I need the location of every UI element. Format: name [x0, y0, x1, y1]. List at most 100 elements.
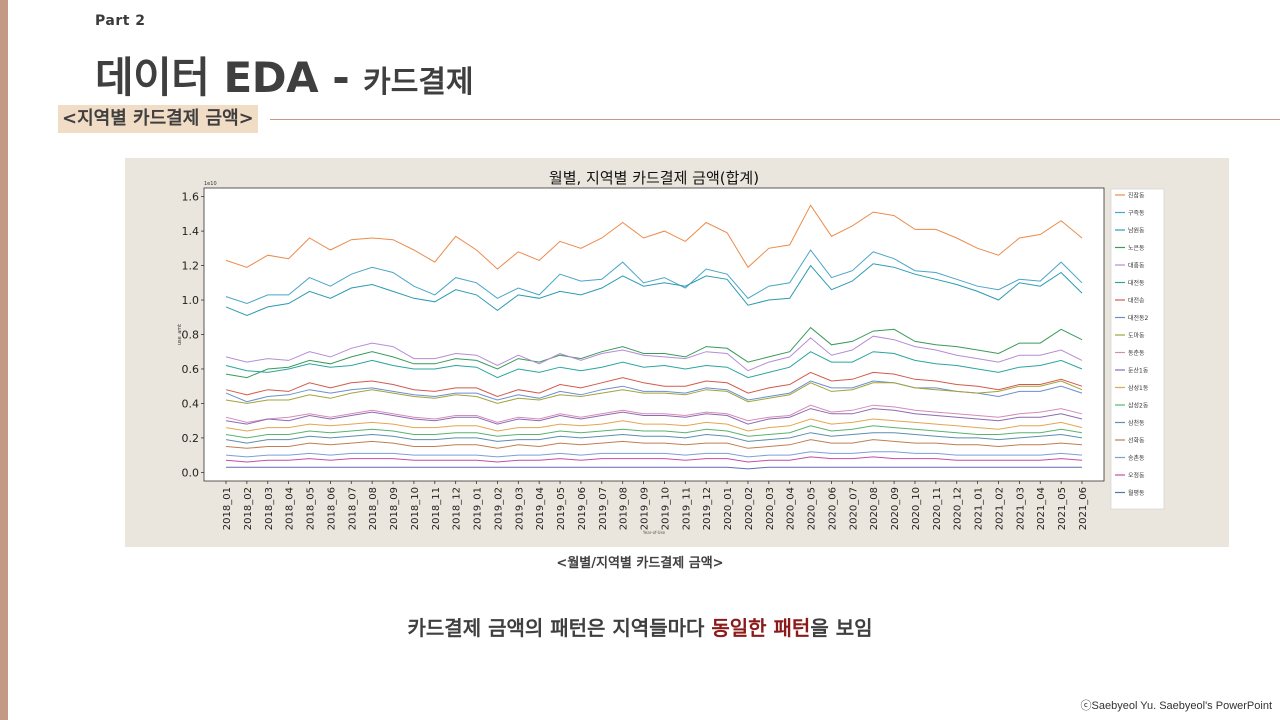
legend-entry: 대흥동 — [1128, 262, 1145, 270]
line-chart: 월별, 지역별 카드결제 금액(합계) 1e10 0.0 0.2 0.4 0.6 0.8 1.… — [177, 169, 1165, 535]
x-tick-label: 2018_03 — [264, 487, 275, 530]
x-tick-label: 2018_11 — [431, 487, 442, 530]
summary-statement: 카드결제 금액의 패턴은 지역들마다 동일한 패턴을 보임 — [0, 612, 1280, 641]
y-tick-label: 0.0 — [182, 466, 200, 479]
series-line — [225, 404, 1083, 423]
legend-entry: 오정동 — [1128, 473, 1145, 480]
legend-entry: 대전동2 — [1128, 314, 1149, 322]
x-tick-label: 2019_08 — [619, 487, 630, 530]
slide-title-sub: 카드결제 — [363, 65, 474, 100]
x-axis-label: Year-of-Use — [642, 530, 666, 535]
x-tick-label: 2019_06 — [577, 487, 588, 530]
series-line — [225, 204, 1083, 270]
legend-entry: 월평동 — [1128, 489, 1145, 497]
legend-entry: 삼성2동 — [1128, 402, 1149, 410]
series-line — [225, 418, 1083, 432]
slide-title: 데이터 EDA - 카드결제 — [95, 44, 474, 105]
x-tick-label: 2021_05 — [1057, 487, 1068, 530]
legend-box — [1110, 188, 1165, 510]
series-line — [225, 408, 1083, 425]
x-tick-label: 2018_01 — [222, 487, 233, 530]
section-tag: <지역별 카드결제 금액> — [58, 105, 258, 133]
x-tick-label: 2020_06 — [827, 487, 838, 530]
x-tick-label: 2019_07 — [598, 487, 609, 530]
legend-entry: 대전송 — [1128, 297, 1145, 305]
x-tick-label: 2018_07 — [347, 487, 358, 530]
copyright-notice: ⓒSaebyeol Yu. Saebyeol's PowerPoint — [1080, 700, 1272, 712]
x-tick-label: 2018_05 — [306, 487, 317, 530]
legend-entry: 삼천동 — [1128, 419, 1145, 427]
x-tick-label: 2018_02 — [243, 487, 254, 530]
y-tick-label: 0.6 — [182, 363, 200, 376]
series-line — [225, 371, 1083, 398]
y-tick-label: 1.4 — [182, 225, 200, 238]
x-tick-label: 2019_05 — [556, 487, 567, 530]
x-tick-label: 2020_01 — [723, 487, 734, 530]
legend-entry: 동춘동 — [1128, 349, 1145, 357]
x-tick-label: 2020_11 — [932, 487, 943, 530]
series-line — [225, 439, 1083, 449]
legend-entry: 진잠동 — [1128, 192, 1145, 200]
series-line — [225, 425, 1083, 439]
x-tick-label: 2019_11 — [681, 487, 692, 530]
summary-highlight: 동일한 패턴 — [711, 616, 811, 640]
series-line — [225, 263, 1083, 317]
y-tick-label: 0.2 — [182, 432, 200, 445]
chart-title: 월별, 지역별 카드결제 금액(합계) — [549, 169, 759, 187]
summary-text-pre: 카드결제 금액의 패턴은 지역들마다 — [407, 616, 712, 640]
legend-entry: 선화동 — [1128, 437, 1145, 445]
y-tick-label: 0.8 — [182, 329, 200, 342]
x-tick-label: 2019_04 — [535, 487, 546, 530]
series-line — [225, 249, 1083, 305]
y-tick-label: 0.4 — [182, 397, 200, 410]
x-tick-label: 2020_07 — [848, 487, 859, 530]
x-tick-label: 2021_04 — [1036, 487, 1047, 530]
x-tick-label: 2018_04 — [285, 487, 296, 530]
y-tick-label: 1.6 — [182, 191, 200, 204]
series-line — [225, 326, 1083, 379]
series-line — [226, 466, 1082, 470]
x-tick-label: 2020_12 — [953, 487, 964, 530]
x-tick-label: 2021_01 — [974, 487, 985, 530]
x-tick-label: 2020_03 — [765, 487, 776, 530]
accent-side-bar — [0, 0, 8, 720]
x-tick-label: 2018_09 — [389, 487, 400, 530]
legend-entry: 구즉동 — [1128, 210, 1145, 217]
summary-text-post: 을 보임 — [810, 616, 873, 640]
x-tick-label: 2020_09 — [890, 487, 901, 530]
section-divider — [270, 119, 1280, 120]
series-line — [225, 351, 1083, 379]
x-tick-label: 2020_02 — [744, 487, 755, 530]
chart-caption: <월별/지역별 카드결제 금액> — [556, 556, 724, 571]
legend-entry: 송촌동 — [1128, 454, 1145, 462]
x-tick-label: 2019_03 — [514, 487, 525, 530]
series-line — [225, 456, 1083, 463]
x-tick-label: 2020_08 — [869, 487, 880, 530]
x-tick-label: 2021_03 — [1015, 487, 1026, 530]
part-label: Part 2 — [95, 13, 146, 29]
x-tick-label: 2020_04 — [786, 487, 797, 530]
legend-entry: 남원동 — [1128, 227, 1145, 235]
legend-entry: 도마동 — [1128, 332, 1145, 340]
slide-title-main: 데이터 EDA - — [95, 53, 350, 102]
legend-entry: 대전동 — [1128, 279, 1145, 287]
x-tick-label: 2019_10 — [660, 487, 671, 530]
legend-entry: 노은동 — [1128, 245, 1145, 252]
x-tick-label: 2021_02 — [994, 487, 1005, 530]
legend-entry: 둔산1동 — [1128, 367, 1149, 375]
y-scale-note: 1e10 — [204, 181, 217, 187]
x-tick-label: 2021_06 — [1078, 487, 1089, 530]
y-tick-label: 1.2 — [182, 260, 200, 273]
x-tick-label: 2019_09 — [640, 487, 651, 530]
x-tick-label: 2018_08 — [368, 487, 379, 530]
x-tick-label: 2019_02 — [493, 487, 504, 530]
x-tick-label: 2018_10 — [410, 487, 421, 530]
x-tick-label: 2020_10 — [911, 487, 922, 530]
x-tick-label: 2019_01 — [473, 487, 484, 530]
legend-entry: 삼성1동 — [1128, 384, 1149, 392]
chart-panel: 월별, 지역별 카드결제 금액(합계) 1e10 0.0 0.2 0.4 0.6 0.8 1.… — [125, 158, 1229, 547]
series-line — [225, 451, 1083, 458]
series-line — [225, 335, 1083, 372]
series-line — [225, 432, 1083, 444]
series-line — [225, 380, 1083, 404]
